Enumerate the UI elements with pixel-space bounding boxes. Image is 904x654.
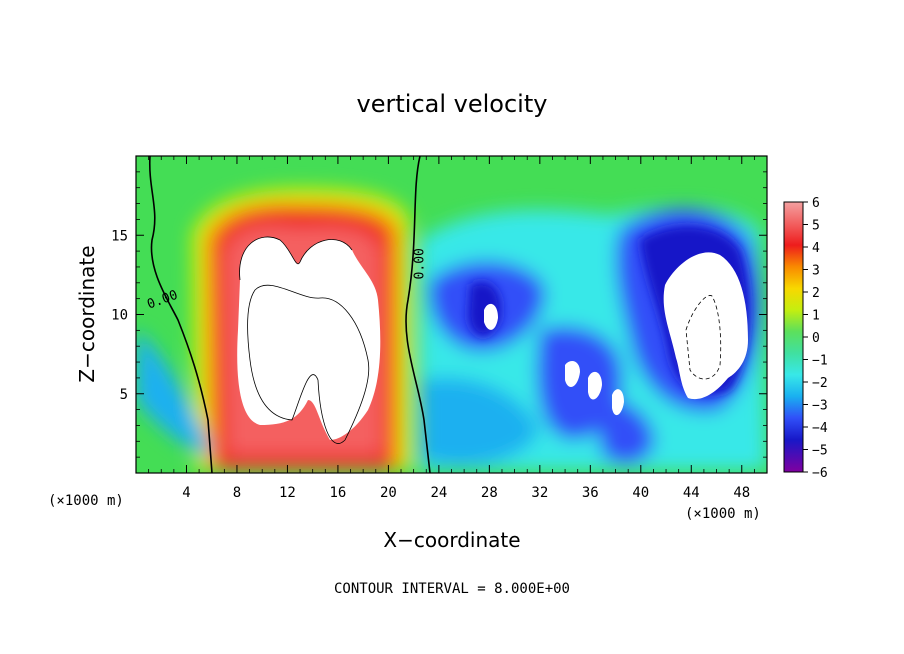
x-unit-left: (×1000 m) [48, 493, 124, 509]
x-tick-label: 4 [182, 485, 190, 501]
colorbar-tick-label: −2 [812, 376, 828, 391]
x-tick-label: 12 [279, 485, 296, 501]
colorbar-tick-label: 1 [812, 309, 820, 324]
y-axis: 5 10 15 [111, 171, 767, 458]
x-tick-label: 44 [683, 485, 700, 501]
x-unit-right: (×1000 m) [685, 506, 761, 522]
x-axis-label: X−coordinate [383, 528, 520, 552]
colorbar-tick-label: −5 [812, 444, 828, 459]
colorbar-tick-label: 5 [812, 219, 820, 234]
x-tick-label: 48 [733, 485, 750, 501]
colorbar: 6 5 4 3 2 1 0 −1 −2 −3 −4 −5 −6 [783, 196, 828, 481]
x-tick-label: 40 [632, 485, 649, 501]
colorbar-tick-label: 4 [812, 241, 820, 256]
y-tick-label: 10 [111, 308, 128, 324]
x-tick-label: 28 [481, 485, 498, 501]
colorbar-tick-label: −4 [812, 421, 828, 436]
colorbar-tick-label: 2 [812, 286, 820, 301]
colorbar-fill [784, 202, 803, 472]
y-tick-label: 5 [120, 387, 128, 403]
downdraft-core [663, 252, 748, 400]
contour-interval-note: CONTOUR INTERVAL = 8.000E+00 [334, 581, 570, 597]
colorbar-tick-label: 0 [812, 331, 820, 346]
x-tick-label: 16 [329, 485, 346, 501]
updraft-core [237, 236, 381, 440]
x-tick-label: 36 [582, 485, 599, 501]
contour-label: 0.00 [413, 248, 428, 279]
y-tick-label: 15 [111, 228, 128, 244]
chart-title: vertical velocity [357, 90, 548, 118]
velocity-field [136, 156, 767, 473]
colorbar-tick-label: 3 [812, 264, 820, 279]
colorbar-ticks: 6 5 4 3 2 1 0 −1 −2 −3 −4 −5 −6 [803, 196, 828, 481]
colorbar-tick-label: 6 [812, 196, 820, 211]
x-tick-label: 20 [380, 485, 397, 501]
colorbar-tick-label: −6 [812, 466, 828, 481]
x-tick-label: 24 [430, 485, 447, 501]
x-tick-label: 32 [531, 485, 548, 501]
x-axis: 4 8 12 16 20 24 28 32 36 40 44 48 [148, 156, 755, 501]
y-axis-label: Z−coordinate [75, 245, 99, 382]
colorbar-tick-label: −3 [812, 399, 828, 414]
x-tick-label: 8 [233, 485, 241, 501]
colorbar-tick-label: −1 [812, 354, 828, 369]
